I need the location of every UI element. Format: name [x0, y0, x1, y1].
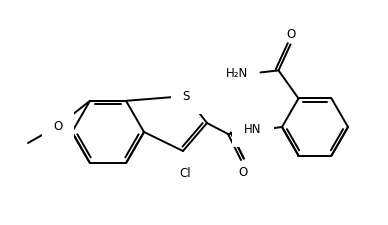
Text: O: O	[238, 166, 248, 179]
Text: S: S	[182, 90, 190, 103]
Text: HN: HN	[244, 122, 262, 135]
Text: Cl: Cl	[179, 167, 191, 180]
Text: O: O	[54, 120, 62, 133]
Text: H₂N: H₂N	[226, 67, 248, 80]
Text: O: O	[287, 28, 296, 41]
